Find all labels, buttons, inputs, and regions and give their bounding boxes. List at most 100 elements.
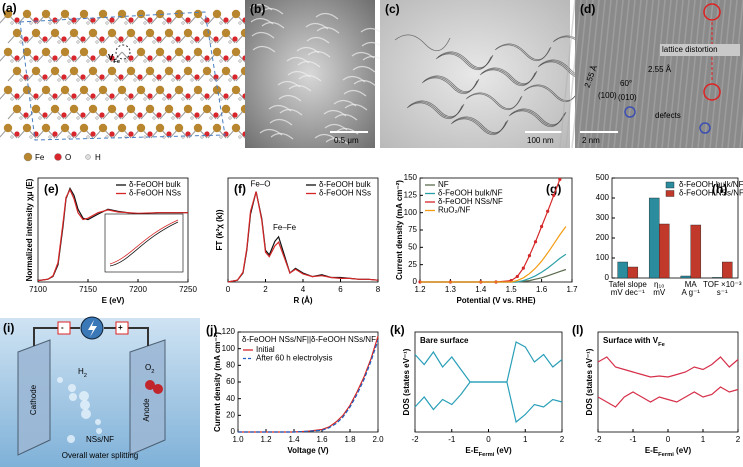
o-atom	[90, 131, 96, 137]
category-label: s⁻¹	[717, 288, 728, 297]
o-atom	[14, 93, 20, 99]
vacancy	[115, 44, 131, 60]
o-atom	[213, 36, 219, 42]
y-tick-label: 150	[404, 173, 418, 182]
data-line	[597, 386, 739, 408]
fe-atom	[41, 47, 51, 57]
x-tick-label: -1	[448, 435, 456, 444]
bar	[722, 261, 733, 279]
fe-atom	[3, 47, 13, 57]
o-atom	[61, 112, 67, 118]
o-atom	[147, 131, 153, 137]
x-tick-label: 0	[226, 285, 231, 294]
h-atom	[76, 116, 80, 120]
fe-atom	[183, 104, 193, 114]
fe-atom	[98, 9, 108, 19]
x-tick-label: 1.7	[566, 285, 578, 294]
h-atom	[95, 40, 99, 44]
h-atom	[152, 116, 156, 120]
h-atom	[219, 135, 223, 139]
h-atom	[67, 59, 71, 63]
o-atom	[204, 55, 210, 61]
x-tick-label: 1.6	[536, 285, 548, 294]
fe-atom	[98, 47, 108, 57]
o-atom	[175, 36, 181, 42]
fe-atom	[212, 9, 222, 19]
o-atom	[166, 93, 172, 99]
h-atom	[29, 135, 33, 139]
o2-molecule	[145, 380, 155, 390]
sheet	[315, 12, 339, 20]
panel-label: (l)	[572, 323, 583, 337]
text-part: O	[145, 363, 151, 372]
legend-label: After 60 h electrolysis	[256, 354, 332, 363]
o-atom	[52, 93, 58, 99]
h-atom	[67, 21, 71, 25]
o-atom	[118, 112, 124, 118]
h-atom	[124, 21, 128, 25]
x-axis-label: Voltage (V)	[287, 446, 329, 455]
fringe	[709, 0, 726, 149]
x-tick-label: 1.4	[475, 285, 487, 294]
panel-label: (i)	[3, 321, 14, 335]
fe-atom	[231, 85, 241, 95]
fe-atom	[145, 66, 155, 76]
data-line	[227, 191, 379, 283]
o-atom	[175, 74, 181, 80]
category-label: mV	[653, 288, 666, 297]
h-atom	[57, 40, 61, 44]
fe-atom	[88, 28, 98, 38]
sheet	[307, 50, 331, 58]
o-atom	[156, 112, 162, 118]
fe-atom	[221, 28, 231, 38]
fe-atom	[50, 28, 60, 38]
bubble	[69, 393, 77, 401]
fe-atom	[41, 123, 51, 133]
o-atom	[166, 17, 172, 23]
x-tick-label: 1.3	[445, 285, 457, 294]
h-atom	[57, 116, 61, 120]
o-atom	[14, 55, 20, 61]
text-part: H	[78, 367, 84, 376]
h-atom	[105, 21, 109, 25]
sheet	[260, 7, 284, 15]
y-tick-label: 80	[226, 360, 235, 369]
h-atom	[10, 135, 14, 139]
sheet	[278, 94, 302, 102]
h-atom	[209, 116, 213, 120]
nanosheet	[450, 118, 507, 136]
category-label: Tafel slope	[609, 280, 648, 289]
fe-atom	[117, 123, 127, 133]
data-point	[540, 224, 544, 229]
fe-atom	[155, 123, 165, 133]
fringe	[565, 0, 582, 149]
o-atom	[109, 17, 115, 23]
h-atom	[76, 78, 80, 82]
note: (010)	[618, 93, 637, 102]
h-atom	[143, 97, 147, 101]
note: 60°	[620, 79, 632, 88]
fe-atom	[60, 47, 70, 57]
fe-atom	[41, 85, 51, 95]
h-atom	[219, 97, 223, 101]
fe-atom	[155, 47, 165, 57]
fe-atom	[60, 9, 70, 19]
o-atom	[90, 93, 96, 99]
o-atom	[156, 36, 162, 42]
fringe	[583, 0, 600, 149]
legend-atom	[85, 154, 91, 160]
x-axis-label: R (Å)	[293, 296, 312, 305]
x-tick-label: 1.8	[344, 435, 356, 444]
h-atom	[114, 116, 118, 120]
o-atom	[90, 55, 96, 61]
note: lattice distortion	[662, 45, 718, 54]
x-tick-label: 1.5	[506, 285, 518, 294]
plus-box	[115, 321, 129, 335]
fe-atom	[231, 47, 241, 57]
o-atom	[80, 112, 86, 118]
bubble	[80, 400, 90, 410]
nanosheet	[523, 85, 580, 103]
text-part: E-E	[645, 446, 659, 455]
o-atom	[99, 36, 105, 42]
h-atom	[86, 59, 90, 63]
